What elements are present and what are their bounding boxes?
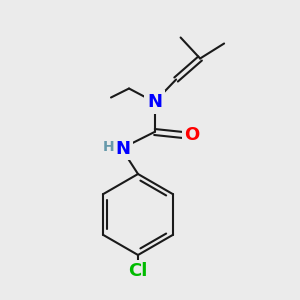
Text: H: H	[103, 140, 114, 154]
Text: N: N	[147, 93, 162, 111]
Text: O: O	[184, 126, 200, 144]
Text: N: N	[116, 140, 130, 158]
Text: Cl: Cl	[128, 262, 148, 280]
